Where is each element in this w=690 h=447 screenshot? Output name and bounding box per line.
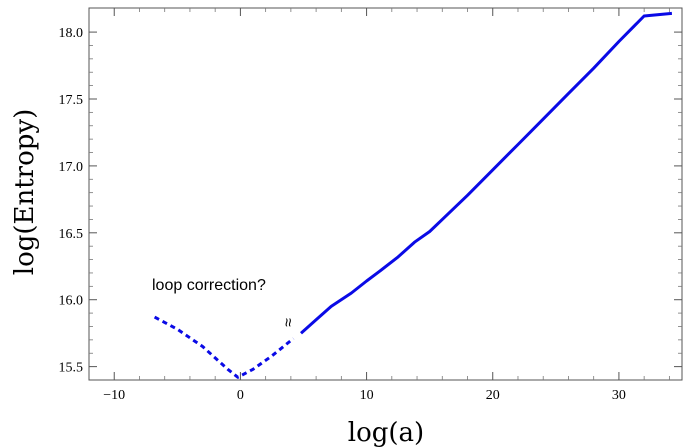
series-group [153, 11, 673, 379]
annotation-label: loop correction? [152, 277, 266, 294]
tick-labels: −10 0 10 20 30 15.5 16.0 16.5 17.0 17.5 18.0 [59, 26, 626, 403]
x-tick-label: −10 [103, 388, 125, 403]
break-marker: ≈ [279, 318, 296, 327]
solid-series-line [300, 11, 673, 335]
y-tick-label: 18.0 [59, 26, 84, 41]
y-axis-label: log(Entropy) [10, 109, 40, 276]
plot-frame [88, 7, 683, 381]
y-tick-label: 17.5 [59, 93, 84, 108]
x-tick-label: 30 [612, 388, 626, 403]
tick-marks [89, 8, 682, 380]
y-tick-label: 16.5 [59, 227, 84, 242]
y-tick-label: 15.5 [59, 361, 84, 376]
y-tick-label: 16.0 [59, 294, 84, 309]
y-tick-label: 17.0 [59, 160, 84, 175]
x-tick-label: 20 [486, 388, 500, 403]
x-axis-label: log(a) [348, 418, 424, 447]
dashed-series-line [153, 315, 295, 379]
x-tick-label: 10 [360, 388, 374, 403]
x-tick-label: 0 [237, 388, 244, 403]
plot-border [88, 7, 683, 381]
